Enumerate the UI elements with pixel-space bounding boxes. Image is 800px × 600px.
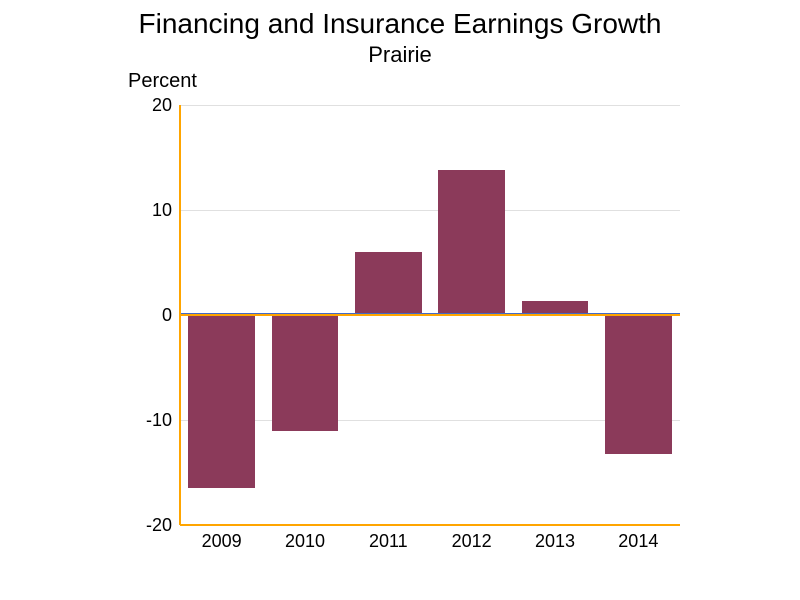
chart-subtitle: Prairie (0, 42, 800, 68)
y-axis (179, 105, 181, 525)
y-tick-label: -20 (122, 515, 172, 536)
y-tick-label: 20 (122, 95, 172, 116)
bar (272, 315, 339, 431)
x-tick-label: 2012 (430, 531, 513, 552)
x-tick-label: 2009 (180, 531, 263, 552)
x-tick-label: 2014 (597, 531, 680, 552)
chart-title: Financing and Insurance Earnings Growth (0, 8, 800, 40)
chart-container: Financing and Insurance Earnings Growth … (0, 0, 800, 600)
bar (438, 170, 505, 315)
x-axis (180, 524, 680, 526)
y-axis-label: Percent (128, 70, 197, 93)
zero-line (180, 314, 680, 316)
bar (605, 315, 672, 454)
x-tick-label: 2011 (347, 531, 430, 552)
y-tick-label: -10 (122, 410, 172, 431)
bar (188, 315, 255, 488)
bar (355, 252, 422, 315)
x-tick-label: 2010 (263, 531, 346, 552)
plot-area: -20-1001020200920102011201220132014 (180, 105, 680, 525)
gridline (180, 105, 680, 106)
gridline (180, 210, 680, 211)
y-tick-label: 0 (122, 305, 172, 326)
y-tick-label: 10 (122, 200, 172, 221)
x-tick-label: 2013 (513, 531, 596, 552)
